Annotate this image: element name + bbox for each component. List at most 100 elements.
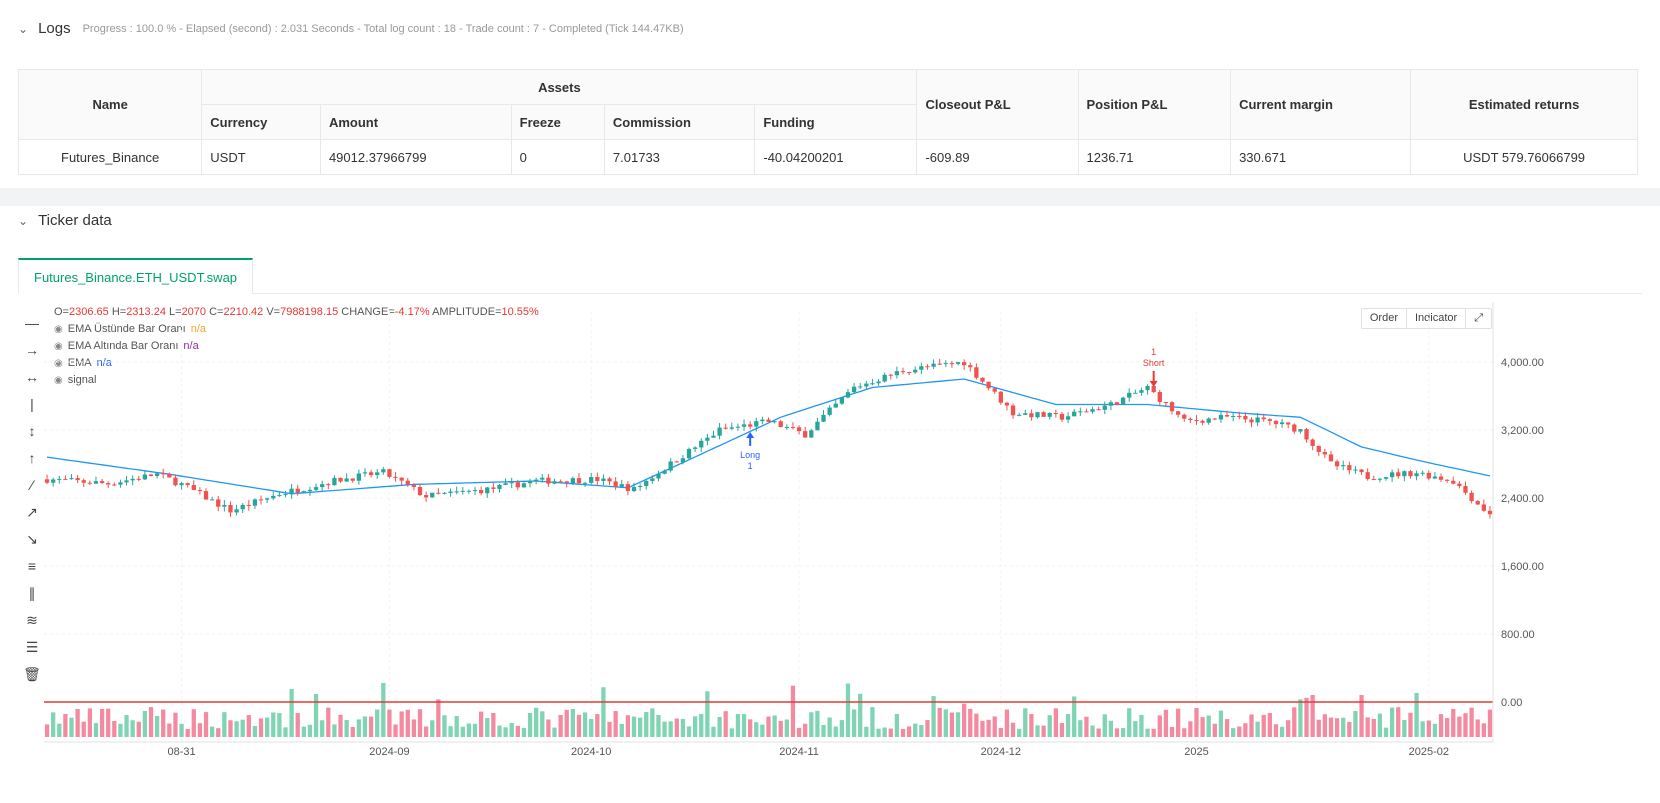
eye-icon[interactable]: ◉ — [54, 340, 63, 352]
candle-body — [711, 435, 716, 438]
vertical-segment-icon[interactable]: ↕ — [28, 423, 36, 439]
trend-line-icon[interactable]: ∕ — [30, 477, 34, 493]
chart-area: — → ↔ | ↕ ↑ ∕ ↗ ↘ ≡ ∥ ≋ ☰ 🗑 O=2306.65 H=… — [18, 302, 1642, 802]
indicator-row[interactable]: ◉ EMA Üstünde Bar Oranı n/a — [54, 323, 539, 335]
ema-layer — [47, 378, 1491, 495]
candle-body — [1328, 454, 1334, 462]
eye-icon[interactable]: ◉ — [54, 374, 63, 386]
volume-bar — [173, 712, 178, 737]
candle-body — [423, 495, 429, 498]
indicator-row[interactable]: ◉ EMA Altında Bar Oranı n/a — [54, 340, 539, 352]
volume-bar — [527, 712, 533, 737]
col-assets: Assets — [201, 69, 918, 105]
chevron-down-icon[interactable]: ⌄ — [18, 213, 29, 228]
volume-bar — [1151, 728, 1156, 737]
volume-bar — [1402, 719, 1407, 737]
indicator-row[interactable]: ◉ signal — [54, 374, 539, 386]
volume-bar — [387, 709, 392, 737]
fullscreen-icon[interactable]: ⤢ — [1474, 312, 1483, 324]
volume-bar — [216, 728, 221, 737]
volume-bar — [1175, 708, 1181, 737]
candle-body — [173, 477, 178, 486]
indicator-button[interactable]: Indicator — [1407, 309, 1467, 328]
col-funding: Funding — [754, 104, 918, 140]
candle-body — [57, 478, 62, 480]
eye-icon[interactable]: ◉ — [54, 357, 63, 369]
fibonacci-icon[interactable]: ≋ — [26, 612, 38, 628]
indicator-value: n/a — [190, 323, 207, 335]
parallel-channel-icon[interactable]: ∥ — [28, 585, 36, 601]
indicator-name: EMA Altında Bar Oranı — [67, 340, 179, 352]
c-value: 2210.42 — [223, 306, 264, 318]
volume-bar — [1072, 696, 1077, 737]
candle-body — [1457, 483, 1462, 487]
candle-body — [1279, 422, 1285, 425]
volume-bar — [625, 715, 631, 737]
candle-body — [1206, 418, 1211, 423]
ticker-panel: ⌄ Ticker data Futures_Binance.ETH_USDT.s… — [0, 206, 1660, 803]
indicator-row[interactable]: ◉ EMA n/a — [54, 357, 539, 369]
volume-bar — [845, 683, 851, 737]
candle-body — [307, 489, 313, 492]
candle-body — [631, 487, 637, 492]
candle-body — [1359, 469, 1364, 473]
volume-bar — [521, 728, 527, 737]
tab-eth-usdt-swap[interactable]: Futures_Binance.ETH_USDT.swap — [18, 258, 254, 294]
candle-body — [93, 481, 99, 484]
volume-bar — [136, 721, 141, 737]
candle-body — [968, 365, 973, 368]
volume-bar — [1108, 720, 1114, 737]
order-button[interactable]: Order — [1362, 309, 1407, 328]
volume-bar — [313, 693, 319, 737]
horizontal-lines-icon[interactable]: ☰ — [25, 639, 39, 655]
volume-bar — [711, 726, 716, 737]
logs-header[interactable]: ⌄ Logs Progress : 100.0 % - Elapsed (sec… — [18, 20, 684, 37]
volume-bar — [1224, 719, 1230, 737]
candle-body — [1286, 422, 1291, 425]
volume-bar — [1182, 728, 1187, 737]
vertical-line-icon[interactable]: | — [30, 396, 34, 412]
candle-body — [1487, 510, 1493, 515]
volume-bar — [760, 724, 765, 737]
candle-body — [436, 492, 441, 494]
candle-body — [552, 481, 557, 484]
volume-bar — [485, 717, 490, 737]
volume-bar — [148, 707, 154, 737]
volume-bar — [454, 716, 459, 737]
candle-body — [1377, 478, 1383, 480]
ticker-header[interactable]: ⌄ Ticker data — [18, 212, 112, 229]
volume-bar — [766, 716, 771, 737]
volume-bar — [576, 714, 582, 737]
candle-body — [167, 473, 172, 478]
horizontal-line-icon[interactable]: — — [25, 315, 39, 331]
y-tick-label: 0.00 — [1501, 697, 1522, 709]
candle-body — [1249, 419, 1254, 423]
segment-icon[interactable]: ↘ — [26, 531, 38, 547]
chevron-down-icon[interactable]: ⌄ — [18, 21, 29, 36]
volume-bar — [876, 728, 881, 737]
candle-body — [375, 472, 380, 476]
volume-bar — [1188, 721, 1193, 737]
eye-icon[interactable]: ◉ — [54, 323, 63, 335]
horizontal-ray-icon[interactable]: → — [25, 342, 39, 358]
vertical-ray-icon[interactable]: ↑ — [28, 450, 36, 466]
volume-bar — [185, 728, 190, 737]
candle-body — [729, 427, 734, 429]
trash-icon[interactable]: 🗑 — [23, 666, 41, 682]
volume-bar — [350, 726, 355, 737]
candle-body — [1224, 415, 1230, 417]
volume-bar — [1017, 728, 1022, 737]
candle-body — [906, 372, 912, 374]
volume-bar — [607, 721, 612, 737]
price-line-icon[interactable]: ≡ — [27, 558, 37, 574]
volume-bar — [582, 712, 588, 737]
volume-bar — [203, 712, 209, 737]
volume-bar — [686, 726, 692, 737]
candle-body — [1127, 392, 1132, 398]
ray-line-icon[interactable]: ↗ — [26, 504, 38, 520]
candle-body — [338, 477, 343, 482]
candle-body — [1469, 492, 1474, 502]
volume-bar — [1139, 714, 1144, 737]
extended-line-icon[interactable]: ↔ — [25, 369, 39, 385]
